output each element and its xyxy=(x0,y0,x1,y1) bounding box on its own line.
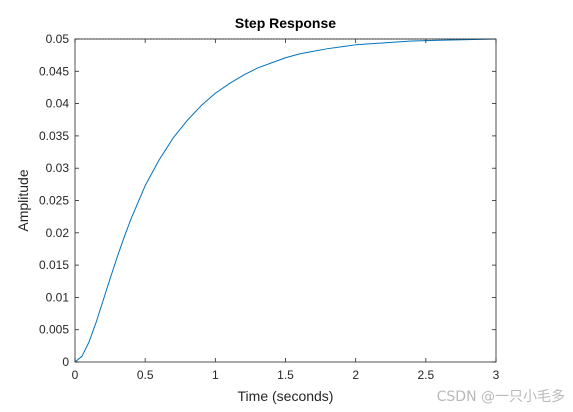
y-tick-label: 0 xyxy=(62,355,69,369)
x-tick-label: 2 xyxy=(352,368,359,382)
x-tick-label: 0.5 xyxy=(137,368,154,382)
x-tick-label: 0 xyxy=(72,368,79,382)
x-tick-label: 1 xyxy=(212,368,219,382)
y-tick-label: 0.005 xyxy=(39,323,69,337)
y-tick-label: 0.035 xyxy=(39,129,69,143)
y-tick-label: 0.015 xyxy=(39,258,69,272)
y-axis-ticks: 0 0.005 0.01 0.015 0.02 0.025 0.03 0.035 0.04 0.0… xyxy=(39,32,496,369)
y-tick-label: 0.01 xyxy=(46,290,70,304)
y-axis-label: Amplitude xyxy=(15,169,31,231)
x-tick-label: 1.5 xyxy=(277,368,294,382)
y-tick-label: 0.045 xyxy=(39,64,69,78)
y-tick-label: 0.04 xyxy=(46,97,70,111)
step-response-line xyxy=(74,38,497,363)
y-tick-label: 0.02 xyxy=(46,226,70,240)
plot-area xyxy=(75,39,496,362)
x-axis-ticks: 0 0.5 1 1.5 2 2.5 3 xyxy=(72,39,500,382)
watermark-text: CSDN @一只小毛多 xyxy=(436,389,565,405)
chart-title: Step Response xyxy=(235,15,336,31)
y-tick-label: 0.025 xyxy=(39,194,69,208)
x-tick-label: 3 xyxy=(493,368,500,382)
y-tick-label: 0.05 xyxy=(46,32,70,46)
x-tick-label: 2.5 xyxy=(417,368,434,382)
x-axis-label: Time (seconds) xyxy=(238,388,334,404)
y-tick-label: 0.03 xyxy=(46,161,70,175)
series-layer xyxy=(74,38,497,363)
